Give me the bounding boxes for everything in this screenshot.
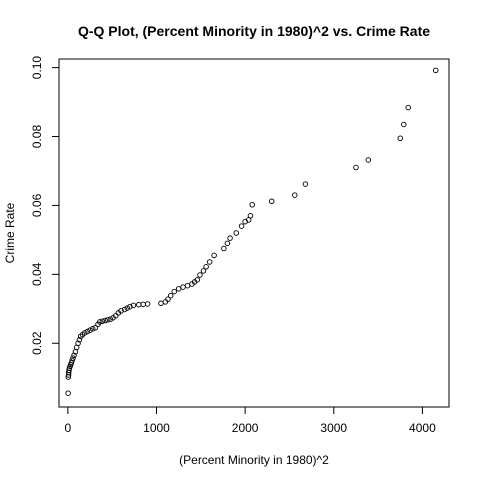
data-point bbox=[194, 277, 201, 283]
data-point bbox=[247, 213, 254, 219]
data-point bbox=[89, 326, 96, 332]
data-point bbox=[211, 252, 217, 259]
y-tick-label: 0.08 bbox=[30, 125, 44, 149]
data-point bbox=[353, 164, 359, 171]
y-tick-label: 0.04 bbox=[30, 262, 44, 286]
data-point bbox=[405, 104, 411, 111]
data-point bbox=[221, 245, 227, 252]
data-point bbox=[227, 235, 233, 241]
data-point bbox=[69, 357, 75, 364]
data-point bbox=[136, 301, 142, 308]
data-point bbox=[206, 259, 213, 265]
data-point bbox=[158, 300, 164, 307]
data-point bbox=[92, 325, 99, 331]
data-point bbox=[203, 264, 209, 270]
data-point bbox=[165, 296, 171, 302]
data-point bbox=[180, 284, 186, 290]
data-point bbox=[81, 330, 88, 336]
data-point bbox=[107, 316, 114, 322]
data-point bbox=[102, 317, 108, 324]
y-tick-label: 0.06 bbox=[30, 193, 44, 217]
data-point bbox=[167, 292, 174, 299]
data-point bbox=[65, 390, 71, 396]
data-point bbox=[97, 319, 103, 325]
data-point bbox=[77, 333, 84, 340]
data-point bbox=[144, 301, 151, 307]
data-point bbox=[162, 299, 169, 305]
data-point bbox=[365, 157, 372, 163]
x-tick-label: 4000 bbox=[409, 421, 436, 435]
data-point bbox=[76, 337, 83, 343]
data-points bbox=[65, 67, 439, 396]
data-point bbox=[175, 286, 182, 292]
data-point bbox=[401, 121, 407, 128]
y-axis: 0.02 0.04 0.06 0.08 0.10 bbox=[30, 56, 60, 355]
data-point bbox=[87, 327, 93, 333]
data-point bbox=[238, 223, 245, 229]
data-point bbox=[224, 240, 231, 247]
y-axis-label: Crime Rate bbox=[3, 202, 17, 263]
y-tick-label: 0.10 bbox=[30, 56, 44, 80]
x-tick-label: 1000 bbox=[143, 421, 170, 435]
data-point bbox=[249, 201, 255, 208]
data-point bbox=[268, 198, 275, 205]
data-point bbox=[130, 302, 137, 309]
data-point bbox=[171, 288, 177, 295]
data-point bbox=[292, 192, 298, 198]
data-point bbox=[124, 305, 130, 311]
data-point bbox=[118, 308, 124, 314]
x-axis-label: (Percent Minority in 1980)^2 bbox=[179, 453, 329, 467]
y-tick-label: 0.02 bbox=[30, 331, 44, 355]
x-axis: 0 1000 2000 3000 4000 bbox=[65, 406, 436, 435]
data-point bbox=[99, 318, 106, 324]
data-point bbox=[197, 272, 203, 278]
x-tick-label: 2000 bbox=[232, 421, 259, 435]
data-point bbox=[140, 301, 146, 308]
data-point bbox=[71, 352, 77, 359]
plot-area-frame bbox=[58, 58, 450, 408]
x-tick-label: 3000 bbox=[320, 421, 347, 435]
data-point bbox=[127, 303, 133, 310]
data-point bbox=[432, 67, 439, 74]
data-point bbox=[68, 360, 75, 366]
data-point bbox=[397, 135, 404, 141]
data-point bbox=[121, 306, 128, 313]
chart-title: Q-Q Plot, (Percent Minority in 1980)^2 v… bbox=[78, 23, 430, 39]
x-tick-label: 0 bbox=[65, 421, 72, 435]
data-point bbox=[104, 317, 111, 323]
data-point bbox=[66, 367, 72, 373]
data-point bbox=[200, 268, 207, 274]
data-point bbox=[233, 230, 240, 236]
data-point bbox=[84, 328, 91, 335]
data-point bbox=[75, 340, 81, 347]
data-point bbox=[302, 181, 309, 187]
data-point bbox=[70, 355, 76, 361]
data-point bbox=[184, 282, 191, 289]
